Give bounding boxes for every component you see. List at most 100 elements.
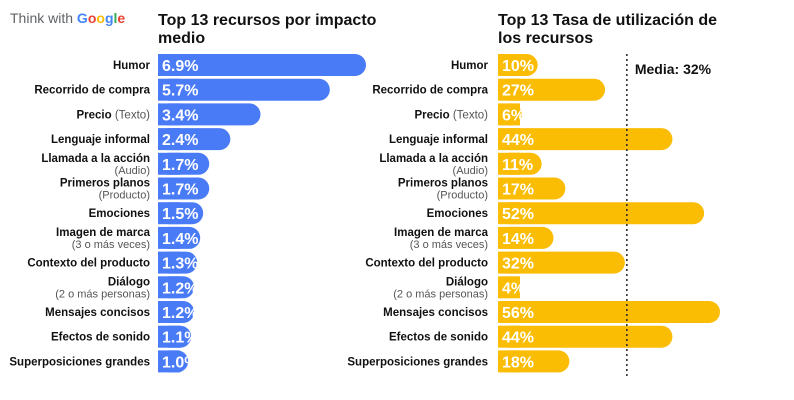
right-value-label: 27% bbox=[502, 83, 534, 100]
right-category-label: Recorrido de compra bbox=[372, 85, 488, 97]
left-bar-base bbox=[158, 276, 180, 299]
left-category-sublabel: (3 o más veces) bbox=[72, 239, 150, 251]
left-category-sublabel: (2 o más personas) bbox=[55, 288, 150, 300]
left-bar-base bbox=[158, 301, 180, 323]
right-bar-base bbox=[498, 177, 520, 200]
google-wordmark: Google bbox=[76, 10, 126, 26]
left-category-label: Emociones bbox=[89, 208, 150, 220]
right-value-label: 11% bbox=[502, 157, 533, 174]
right-value-label: 52% bbox=[502, 206, 534, 223]
left-bar bbox=[158, 78, 330, 101]
left-bar-base bbox=[158, 128, 180, 151]
left-category-label: Primeros planos bbox=[60, 178, 150, 190]
left-category-label: Efectos de sonido bbox=[51, 332, 150, 344]
left-chart-title: Top 13 recursos por impacto medio bbox=[158, 12, 377, 47]
left-bar-base bbox=[158, 350, 180, 373]
left-category-label: Diálogo bbox=[108, 276, 150, 288]
right-category-label: Emociones bbox=[427, 208, 488, 220]
left-bar-base bbox=[158, 251, 180, 274]
left-bar-base bbox=[158, 152, 180, 175]
left-category-label: Superposiciones grandes bbox=[9, 356, 150, 368]
right-value-label: 44% bbox=[502, 132, 534, 149]
left-value-label: 2.4% bbox=[162, 132, 198, 149]
right-value-label: 32% bbox=[502, 256, 534, 273]
left-bar bbox=[158, 54, 366, 76]
left-bar-base bbox=[158, 325, 180, 348]
left-category-label: Lenguaje informal bbox=[51, 134, 150, 146]
left-value-label: 1.2% bbox=[162, 280, 198, 297]
left-category-label: Humor bbox=[113, 60, 151, 72]
right-bar-base bbox=[498, 350, 520, 373]
right-bar bbox=[498, 128, 673, 151]
brand-prefix: Think with bbox=[10, 10, 74, 26]
right-category-label: Efectos de sonido bbox=[389, 332, 488, 344]
left-category-label: Precio (Texto) bbox=[76, 109, 150, 121]
mean-reference-label: Media: 32% bbox=[635, 61, 712, 77]
left-category-label: Imagen de marca bbox=[56, 227, 151, 239]
left-value-label: 1.4% bbox=[162, 231, 198, 248]
right-category-label: Lenguaje informal bbox=[389, 134, 488, 146]
left-bar-base bbox=[158, 226, 180, 249]
right-category-sublabel: (Audio) bbox=[453, 165, 488, 177]
right-category-label: Precio (Texto) bbox=[414, 109, 488, 121]
left-value-label: 6.9% bbox=[162, 58, 198, 75]
left-value-label: 1.7% bbox=[162, 182, 198, 199]
right-bar-base bbox=[498, 54, 520, 76]
right-bar-base bbox=[498, 103, 520, 126]
left-bar-base bbox=[158, 202, 180, 225]
right-value-label: 10% bbox=[502, 58, 534, 75]
brand-logo: Think with Google bbox=[10, 10, 125, 26]
left-category-label: Recorrido de compra bbox=[34, 85, 150, 97]
left-category-label: Contexto del producto bbox=[27, 258, 150, 270]
left-value-label: 1.1% bbox=[162, 330, 198, 347]
left-value-label: 1.2% bbox=[162, 305, 198, 322]
right-bar bbox=[498, 202, 705, 225]
right-category-label: Imagen de marca bbox=[394, 227, 489, 239]
right-bar-base bbox=[498, 301, 520, 323]
right-chart-title: Top 13 Tasa de utilización de los recurs… bbox=[498, 12, 718, 47]
right-category-label: Humor bbox=[451, 60, 489, 72]
left-value-label: 1.7% bbox=[162, 157, 198, 174]
right-bar-base bbox=[498, 78, 520, 101]
right-value-label: 17% bbox=[502, 182, 534, 199]
right-value-label: 44% bbox=[502, 330, 534, 347]
right-bar-base bbox=[498, 276, 520, 299]
right-value-label: 6% bbox=[502, 107, 525, 124]
right-bar-base bbox=[498, 128, 520, 151]
left-bar-base bbox=[158, 177, 180, 200]
right-bar bbox=[498, 251, 625, 274]
left-value-label: 5.7% bbox=[162, 83, 198, 100]
right-category-label: Contexto del producto bbox=[365, 258, 488, 270]
right-value-label: 18% bbox=[502, 354, 534, 371]
left-category-label: Llamada a la acción bbox=[41, 153, 150, 165]
left-category-label: Mensajes concisos bbox=[45, 307, 150, 319]
left-bar-base bbox=[158, 103, 180, 126]
left-bar-base bbox=[158, 78, 180, 101]
left-value-label: 1.0% bbox=[162, 354, 198, 371]
left-bar bbox=[158, 103, 261, 126]
left-bar-base bbox=[158, 54, 180, 76]
left-value-label: 1.3% bbox=[162, 256, 198, 273]
right-bar-base bbox=[498, 226, 520, 249]
right-category-label: Llamada a la acción bbox=[379, 153, 488, 165]
right-value-label: 14% bbox=[502, 231, 534, 248]
right-category-label: Superposiciones grandes bbox=[347, 356, 488, 368]
right-bar bbox=[498, 78, 606, 101]
right-bar-base bbox=[498, 152, 520, 175]
right-bar bbox=[498, 325, 673, 348]
right-category-label: Diálogo bbox=[446, 276, 488, 288]
right-bar bbox=[498, 301, 720, 323]
left-category-sublabel: (Audio) bbox=[115, 165, 150, 177]
left-value-label: 1.5% bbox=[162, 206, 198, 223]
right-bar-base bbox=[498, 325, 520, 348]
right-category-sublabel: (Producto) bbox=[437, 190, 488, 202]
right-value-label: 4% bbox=[502, 280, 525, 297]
right-value-label: 56% bbox=[502, 305, 534, 322]
right-category-label: Mensajes concisos bbox=[383, 307, 488, 319]
right-bar-base bbox=[498, 202, 520, 225]
right-category-label: Primeros planos bbox=[398, 178, 488, 190]
right-bar-base bbox=[498, 251, 520, 274]
left-category-sublabel: (Producto) bbox=[99, 190, 150, 202]
right-category-sublabel: (2 o más personas) bbox=[393, 288, 488, 300]
